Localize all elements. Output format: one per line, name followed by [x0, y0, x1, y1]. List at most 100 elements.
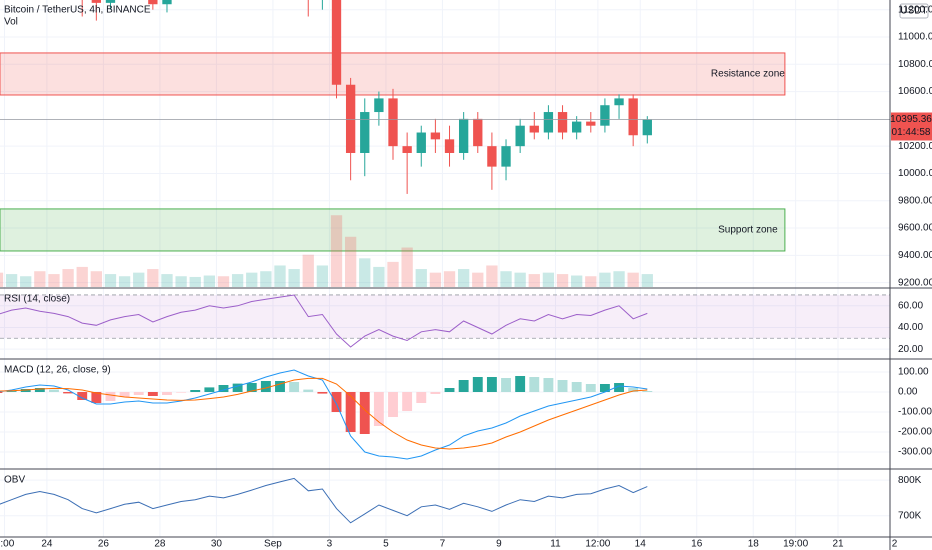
candle-body [388, 98, 398, 147]
candle-body [586, 121, 596, 126]
indicator-pane [0, 477, 648, 524]
histogram-bar [472, 377, 483, 392]
histogram-bar [331, 392, 342, 412]
volume-bar [641, 274, 653, 287]
volume-bar [359, 258, 371, 287]
x-tick-label: 21 [832, 539, 844, 550]
candle-body [515, 125, 525, 147]
y-tick-label: 10200.00 [898, 141, 932, 152]
candle-body [543, 112, 554, 133]
y-tick-label: 40.00 [898, 322, 923, 333]
volume-bar [542, 272, 555, 287]
histogram-bar [515, 376, 526, 392]
zone [0, 52, 786, 96]
volume-bar [585, 276, 597, 287]
zone [0, 208, 786, 252]
candle-body [557, 112, 568, 133]
volume-bar [556, 274, 569, 287]
x-tick-label: 7 [440, 539, 446, 550]
candle-body [501, 146, 511, 167]
volume-bar [231, 274, 244, 287]
volume-bar [217, 276, 230, 287]
y-tick-label: 10800.00 [898, 59, 932, 70]
histogram-bar [416, 392, 427, 403]
x-tick-label: 3 [327, 539, 333, 550]
x-tick-label: 11 [550, 539, 561, 550]
volume-bar [443, 271, 456, 287]
x-tick-label: 12:00 [585, 539, 610, 550]
y-tick-label: 9200.00 [898, 277, 932, 288]
histogram-bar [246, 383, 257, 392]
y-tick-label: 11000.00 [898, 32, 932, 43]
x-tick-label: 14 [635, 539, 647, 550]
volume-bar [344, 236, 357, 287]
volume-bar [486, 265, 498, 287]
rsi-band [0, 294, 890, 339]
macd-line [0, 377, 648, 450]
y-tick-label: 800K [898, 475, 922, 486]
candle-body [374, 98, 384, 113]
histogram-bar [557, 380, 568, 392]
candle-body [529, 125, 539, 133]
volume-bar [457, 269, 470, 287]
histogram-bar [77, 392, 88, 400]
x-tick-label: 28 [154, 539, 166, 550]
histogram-bar [176, 392, 187, 393]
volume-bar [246, 272, 258, 287]
histogram-bar [585, 384, 596, 392]
histogram-bar [34, 388, 45, 392]
histogram-bar [133, 392, 144, 395]
volume-bar [175, 276, 187, 287]
volume-bar [571, 275, 583, 287]
candle-body [416, 132, 426, 153]
candle-body [600, 105, 610, 126]
candle-body [487, 146, 497, 167]
volume-bar [203, 275, 216, 287]
volume-bar [147, 269, 159, 287]
volume-bar [20, 276, 32, 287]
histogram-bar [260, 381, 271, 392]
histogram-bar [599, 384, 610, 392]
y-tick-label: 20.00 [898, 344, 923, 355]
candle-body [458, 118, 469, 153]
zone-label: Resistance zone [711, 69, 785, 80]
histogram-bar [6, 391, 17, 392]
volume-bar [514, 272, 526, 287]
y-tick-label: 60.00 [898, 300, 923, 311]
volume-bar [104, 274, 117, 287]
x-tick-label: 18 [748, 539, 760, 550]
y-tick-label: -100.00 [898, 407, 932, 418]
histogram-bar [642, 391, 653, 392]
candle-body [642, 119, 652, 136]
x-tick-label: 2:00 [0, 539, 15, 550]
unit-box[interactable] [899, 3, 929, 19]
candle-body [345, 84, 356, 153]
volume-bar [90, 271, 102, 287]
histogram-bar [218, 385, 229, 392]
volume-bar [429, 272, 442, 287]
zone-label: Support zone [718, 225, 778, 236]
histogram-bar [628, 388, 639, 392]
volume-bar [133, 272, 145, 287]
y-tick-label: 700K [898, 510, 922, 521]
candle-body [148, 0, 158, 5]
volume-bar [34, 271, 46, 287]
histogram-bar [49, 389, 59, 392]
volume-bar [528, 274, 540, 287]
volume-bar [401, 247, 413, 287]
volume-bar [373, 266, 385, 287]
volume-bar [330, 215, 343, 287]
candle-body [430, 132, 441, 140]
candle-body [91, 0, 102, 3]
volume-bar [274, 265, 286, 287]
histogram-bar [162, 392, 172, 395]
y-tick-label: 9800.00 [898, 195, 932, 206]
histogram-bar [345, 392, 356, 432]
histogram-bar [543, 378, 554, 392]
x-tick-label: 9 [496, 539, 502, 550]
histogram-bar [275, 381, 285, 392]
histogram-bar [105, 392, 116, 401]
candle-body [572, 121, 582, 133]
